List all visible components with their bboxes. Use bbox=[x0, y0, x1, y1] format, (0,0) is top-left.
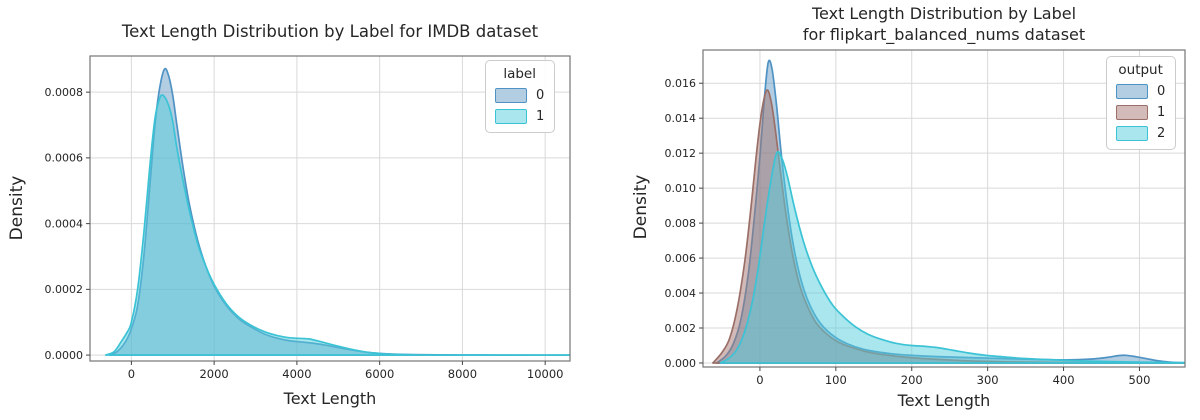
y-tick-label: 0.0002 bbox=[45, 283, 84, 296]
legend-entry-label: 0 bbox=[536, 88, 545, 103]
y-tick-label: 0.006 bbox=[665, 252, 697, 265]
x-tick-label: 10000 bbox=[527, 367, 564, 381]
chart2: 0 100 200 300 400 500 0.000 0.002 0.004 0.006 0.00… bbox=[665, 49, 1186, 387]
legend-entry: 1 bbox=[495, 109, 544, 124]
x-tick-label: 400 bbox=[1053, 373, 1075, 387]
kde-curve-1 bbox=[104, 94, 570, 356]
y-tick-label: 0.0004 bbox=[45, 217, 84, 230]
x-tick-label: 0 bbox=[128, 367, 135, 381]
chart2-ticks: 0 100 200 300 400 500 0.000 0.002 0.004 0.006 0.00… bbox=[665, 77, 1151, 387]
chart1-title: Text Length Distribution by Label for IM… bbox=[121, 22, 539, 41]
y-tick-label: 0.002 bbox=[665, 322, 697, 335]
legend-entry: 1 bbox=[1116, 105, 1165, 120]
legend-entry: 0 bbox=[495, 88, 544, 103]
legend-entry: 2 bbox=[1116, 126, 1165, 141]
legend-entry: 0 bbox=[1116, 84, 1165, 99]
chart2-spines bbox=[702, 49, 1186, 368]
x-tick-label: 200 bbox=[901, 373, 923, 387]
legend-swatch bbox=[1116, 105, 1148, 120]
chart1-ticks: 0 2000 4000 6000 8000 10000 0.0000 0.0002 0.0004… bbox=[45, 86, 564, 381]
legend-swatch bbox=[495, 109, 527, 124]
y-tick-label: 0.008 bbox=[665, 217, 697, 230]
y-tick-label: 0.004 bbox=[665, 287, 697, 300]
chart2-legend-entries: 0 1 2 bbox=[1116, 84, 1165, 141]
x-tick-label: 2000 bbox=[199, 367, 228, 381]
chart2-legend: output 0 1 2 bbox=[1106, 56, 1177, 150]
x-tick-label: 100 bbox=[825, 373, 847, 387]
y-tick-label: 0.010 bbox=[665, 182, 697, 195]
chart1-legend-title: label bbox=[503, 66, 536, 82]
legend-swatch bbox=[495, 88, 527, 103]
chart1-series bbox=[104, 67, 570, 356]
y-tick-label: 0.014 bbox=[665, 112, 697, 125]
y-tick-label: 0.000 bbox=[665, 357, 697, 370]
y-tick-label: 0.0000 bbox=[45, 349, 84, 362]
chart2-title: Text Length Distribution by Label for fl… bbox=[802, 4, 1086, 44]
chart2-yaxis-label: Density bbox=[631, 174, 651, 240]
chart1-xaxis-label: Text Length bbox=[283, 389, 377, 408]
chart1-spines bbox=[89, 55, 571, 362]
x-tick-label: 8000 bbox=[448, 367, 477, 381]
x-tick-label: 0 bbox=[756, 373, 763, 387]
x-tick-label: 300 bbox=[977, 373, 999, 387]
y-tick-label: 0.012 bbox=[665, 147, 697, 160]
y-tick-label: 0.016 bbox=[665, 77, 697, 90]
y-tick-label: 0.0006 bbox=[45, 152, 84, 165]
legend-swatch bbox=[1116, 84, 1148, 99]
legend-entry-label: 0 bbox=[1157, 84, 1166, 99]
chart1-yaxis-label: Density bbox=[7, 175, 27, 241]
chart2-xaxis-label: Text Length bbox=[897, 391, 991, 410]
x-tick-label: 6000 bbox=[365, 367, 394, 381]
chart2-series bbox=[712, 59, 1185, 364]
legend-entry-label: 1 bbox=[536, 109, 545, 124]
x-tick-label: 500 bbox=[1128, 373, 1150, 387]
legend-swatch bbox=[1116, 126, 1148, 141]
x-tick-label: 4000 bbox=[282, 367, 311, 381]
legend-entry-label: 1 bbox=[1157, 105, 1166, 120]
y-tick-label: 0.0008 bbox=[45, 86, 84, 99]
chart2-legend-title: output bbox=[1118, 62, 1163, 78]
kde-curve-2 bbox=[719, 150, 1185, 364]
legend-entry-label: 2 bbox=[1157, 126, 1166, 141]
